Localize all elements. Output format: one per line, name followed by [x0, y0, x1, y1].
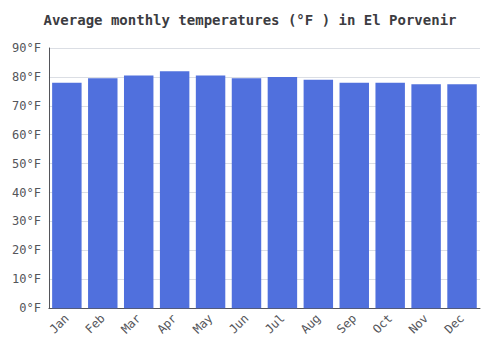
- svg-text:Aug: Aug: [298, 311, 323, 336]
- svg-text:May: May: [190, 311, 215, 336]
- svg-text:Dec: Dec: [442, 311, 467, 336]
- svg-text:Nov: Nov: [406, 311, 431, 336]
- svg-text:80°F: 80°F: [12, 70, 41, 84]
- svg-text:Jun: Jun: [226, 311, 251, 336]
- svg-text:40°F: 40°F: [12, 186, 41, 200]
- svg-text:Apr: Apr: [154, 311, 179, 336]
- svg-text:Jan: Jan: [47, 311, 72, 336]
- svg-text:70°F: 70°F: [12, 99, 41, 113]
- svg-text:90°F: 90°F: [12, 41, 41, 55]
- svg-text:Average monthly temperatures (: Average monthly temperatures (°F ) in El…: [43, 12, 456, 28]
- svg-text:Jul: Jul: [262, 311, 287, 336]
- svg-text:0°F: 0°F: [19, 301, 41, 315]
- svg-text:30°F: 30°F: [12, 214, 41, 228]
- svg-text:50°F: 50°F: [12, 157, 41, 171]
- svg-text:10°F: 10°F: [12, 272, 41, 286]
- svg-text:20°F: 20°F: [12, 243, 41, 257]
- svg-text:Oct: Oct: [370, 311, 395, 336]
- svg-text:Sep: Sep: [334, 311, 359, 336]
- svg-text:Mar: Mar: [118, 311, 143, 336]
- svg-text:Feb: Feb: [83, 311, 108, 336]
- svg-text:60°F: 60°F: [12, 128, 41, 142]
